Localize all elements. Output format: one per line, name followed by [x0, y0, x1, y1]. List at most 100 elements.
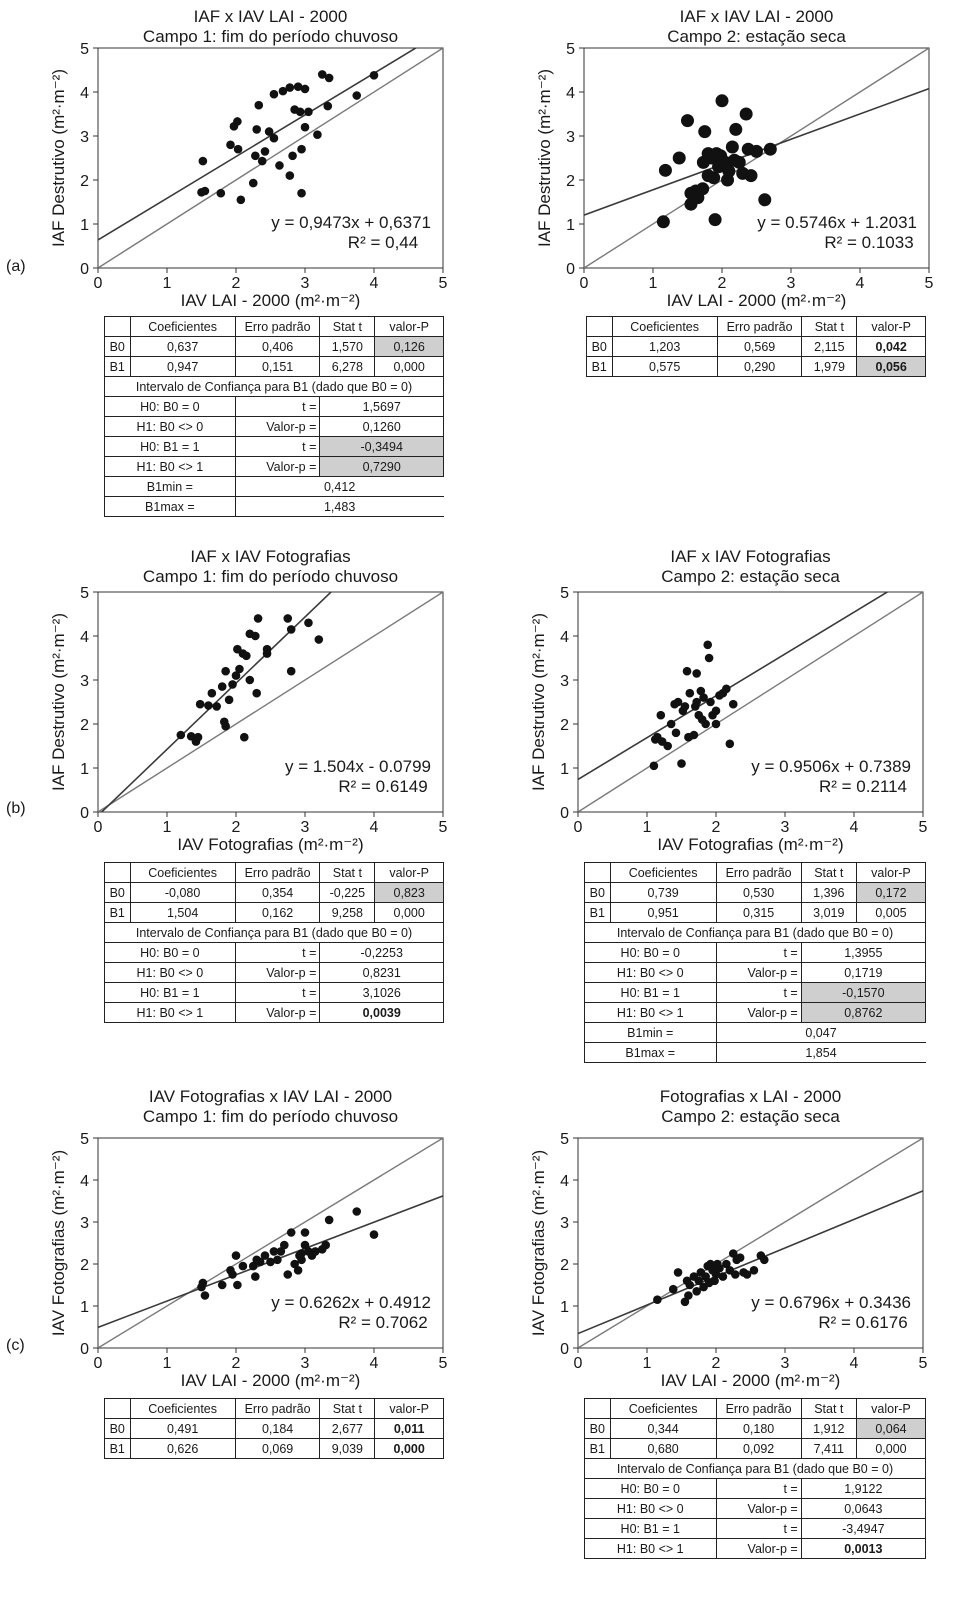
data-point	[233, 117, 242, 126]
table-cell: 0,126	[374, 336, 444, 357]
chart-title: IAV Fotografias x IAV LAI - 2000	[149, 1087, 392, 1106]
table-cell: B1	[104, 902, 131, 923]
table-cell: 0,626	[129, 1438, 236, 1459]
data-point	[198, 1278, 208, 1288]
x-tick-label: 0	[574, 1355, 583, 1372]
data-point	[317, 70, 327, 79]
data-point	[324, 73, 334, 83]
y-tick-label: 3	[560, 1215, 569, 1232]
data-point	[760, 1255, 769, 1265]
data-point	[699, 693, 708, 702]
data-point	[226, 140, 235, 150]
data-point	[280, 1240, 289, 1250]
table-cell	[104, 1398, 131, 1419]
table-cell: t =	[234, 436, 321, 457]
data-point	[722, 164, 736, 178]
table-cell: 0,344	[609, 1418, 717, 1439]
data-point	[221, 721, 230, 731]
data-point	[711, 1270, 721, 1279]
test-row: H1: B0 <> 1 Valor-p = 0,8762	[584, 1002, 927, 1023]
data-point	[685, 688, 695, 698]
data-point	[673, 1268, 683, 1277]
table-row: B0 0,491 0,184 2,677 0,011	[104, 1418, 444, 1439]
data-point	[701, 719, 710, 729]
data-point	[216, 188, 226, 198]
x-tick-label: 1	[643, 819, 652, 836]
plot-frame	[97, 47, 444, 269]
plot-frame	[97, 591, 444, 813]
table-cell: 0,0013	[800, 1538, 927, 1559]
data-point	[207, 688, 217, 698]
regression-table: Coeficientes Erro padrão Stat t valor-P B0 -0…	[104, 862, 444, 1023]
data-point	[297, 144, 306, 154]
table-cell: 0,1260	[319, 416, 444, 437]
data-point	[260, 147, 270, 156]
ci-title: Intervalo de Confiança para B1 (dado que…	[584, 1458, 926, 1479]
table-cell: H0: B0 = 0	[584, 1478, 717, 1499]
ci-title: Intervalo de Confiança para B1 (dado que…	[104, 922, 444, 943]
plot-frame	[577, 591, 924, 813]
table-cell: H1: B0 <> 1	[104, 1002, 236, 1023]
data-point	[297, 1249, 306, 1258]
r-squared: R² = 0.7062	[338, 1313, 427, 1332]
identity-line	[98, 592, 443, 812]
table-cell: B1max =	[584, 1042, 717, 1063]
data-point	[239, 732, 249, 742]
table-header-row: Coeficientes Erro padrão Stat t valor-P	[104, 862, 444, 883]
regression-line	[578, 592, 889, 781]
table-cell: Erro padrão	[715, 862, 802, 883]
x-tick-label: 4	[370, 275, 379, 292]
y-tick-label: 0	[80, 1341, 89, 1358]
table-cell: 0,064	[855, 1418, 927, 1439]
identity-line	[98, 1138, 443, 1348]
x-tick-label: 0	[580, 275, 589, 292]
x-axis-label: IAV LAI - 2000 (m²·m⁻²)	[181, 291, 361, 310]
table-cell: Stat t	[319, 316, 376, 337]
table-cell: 1,912	[800, 1418, 857, 1439]
x-axis-label: IAV Fotografias (m²·m⁻²)	[657, 835, 843, 854]
table-cell: Erro padrão	[234, 862, 321, 883]
data-point	[666, 719, 676, 729]
table-cell: 1,570	[319, 336, 376, 357]
ci-title: Intervalo de Confiança para B1 (dado que…	[584, 922, 926, 943]
table-cell: H1: B0 <> 0	[584, 962, 717, 983]
table-cell: 0,047	[715, 1022, 926, 1043]
data-point	[245, 675, 255, 685]
data-point	[251, 151, 260, 161]
row-label-c: (c)	[6, 1337, 25, 1354]
table-cell: 0,092	[715, 1438, 802, 1459]
table-cell: H1: B0 <> 0	[104, 416, 236, 437]
table-cell: t =	[715, 942, 802, 963]
table-cell: Stat t	[800, 862, 857, 883]
regression-table: Coeficientes Erro padrão Stat t valor-P B0 1,…	[586, 316, 926, 377]
r-squared: R² = 0.6176	[818, 1313, 907, 1332]
table-cell: H0: B1 = 1	[584, 982, 717, 1003]
data-point	[744, 169, 758, 183]
chart-panel-b-campo1: IAF x IAV Fotografias Campo 1: fim do per…	[0, 540, 470, 1080]
x-tick-label: 2	[232, 1355, 241, 1372]
regression-table: Coeficientes Erro padrão Stat t valor-P B0 0,…	[104, 1398, 444, 1459]
table-header-row: Coeficientes Erro padrão Stat t valor-P	[104, 1398, 444, 1419]
data-point	[255, 1257, 265, 1267]
data-point	[763, 142, 777, 156]
table-cell: -0,080	[129, 882, 236, 903]
x-tick-label: 1	[163, 1355, 172, 1372]
data-point	[725, 739, 735, 749]
y-axis-label: IAF Destrutivo (m²·m⁻²)	[529, 613, 548, 791]
data-point	[304, 107, 313, 117]
table-cell	[586, 316, 613, 337]
x-tick-label: 3	[301, 1355, 310, 1372]
data-point	[673, 697, 683, 707]
y-tick-label: 2	[560, 1257, 569, 1274]
table-cell: 1,3955	[800, 942, 927, 963]
y-tick-label: 2	[80, 717, 89, 734]
table-cell: t =	[234, 396, 321, 417]
table-cell: H0: B0 = 0	[104, 396, 236, 417]
y-tick-label: 2	[80, 173, 89, 190]
data-point	[728, 699, 738, 709]
y-tick-label: 5	[560, 585, 569, 602]
